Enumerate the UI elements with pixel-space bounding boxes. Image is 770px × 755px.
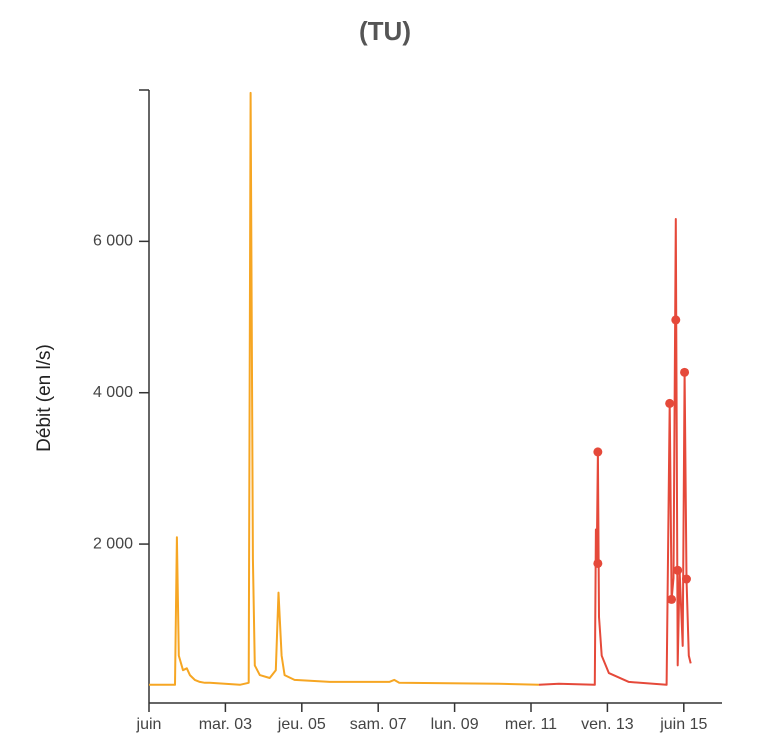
data-point [665, 398, 675, 408]
data-point [681, 574, 691, 584]
x-tick-label: juin [136, 716, 162, 733]
x-tick-label: sam. 07 [350, 716, 407, 733]
data-point [593, 447, 603, 457]
x-tick-label: juin 15 [659, 716, 707, 733]
data-point [673, 565, 683, 575]
chart-title: (TU) [359, 16, 411, 46]
data-point [680, 367, 690, 377]
data-line [149, 91, 540, 686]
x-tick-label: lun. 09 [431, 716, 479, 733]
y-axis-label: Débit (en l/s) [34, 344, 55, 452]
x-tick-label: mer. 11 [505, 716, 557, 733]
y-tick-label: 2 000 [93, 535, 133, 552]
data-point [667, 594, 677, 604]
x-tick-label: ven. 13 [581, 716, 634, 733]
x-tick-label: jeu. 05 [277, 716, 326, 733]
x-tick-label: mar. 03 [199, 716, 252, 733]
y-tick-label: 4 000 [93, 384, 133, 401]
data-point [593, 558, 603, 568]
data-line [538, 218, 692, 686]
data-point [671, 315, 681, 325]
y-tick-label: 6 000 [93, 233, 133, 250]
